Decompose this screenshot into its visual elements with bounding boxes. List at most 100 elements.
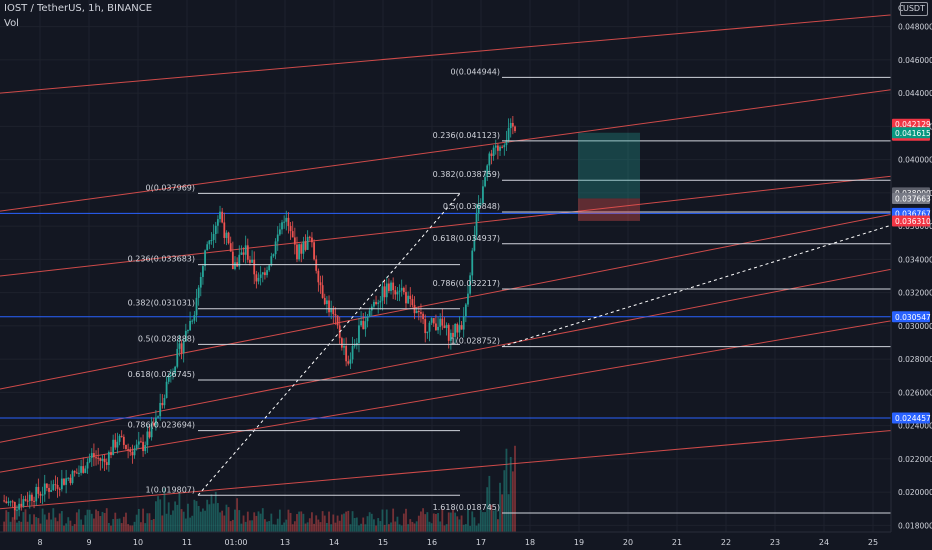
- candle-body: [336, 315, 339, 326]
- candle-body: [494, 145, 497, 148]
- volume-bar: [330, 524, 333, 532]
- volume-bar: [332, 514, 335, 532]
- candle-body: [296, 244, 298, 260]
- volume-bar: [191, 515, 194, 532]
- candle-body: [477, 204, 480, 214]
- volume-bar: [150, 519, 153, 532]
- volume-bar: [490, 504, 493, 532]
- time-tick-label: 18: [525, 538, 535, 547]
- candle-body: [255, 274, 258, 282]
- volume-bar: [65, 523, 68, 532]
- price-tick-label: 0.034000: [898, 255, 932, 264]
- candle-body: [58, 488, 61, 490]
- candle-body: [458, 325, 461, 333]
- candle-body: [251, 259, 253, 263]
- volume-bar: [172, 510, 174, 532]
- time-axis-panel: [0, 532, 932, 550]
- time-tick-label: 19: [574, 538, 584, 547]
- volume-bar: [475, 525, 478, 532]
- volume-bar: [402, 513, 405, 532]
- candle-body: [452, 332, 454, 337]
- candle-body: [319, 282, 322, 286]
- candle-body: [204, 250, 206, 267]
- time-tick-label: 11: [182, 538, 192, 547]
- candle-body: [56, 484, 59, 489]
- volume-bar: [193, 499, 196, 532]
- volume-bar: [415, 521, 418, 532]
- candle-body: [7, 501, 10, 503]
- volume-bar: [486, 487, 489, 532]
- candle-body: [334, 314, 337, 316]
- fib-level-label: 1(0.028752): [450, 337, 500, 346]
- candle-body: [86, 461, 89, 469]
- price-tag-label: 0.024457: [895, 414, 931, 423]
- candle-body: [103, 458, 106, 463]
- volume-bar: [131, 525, 134, 532]
- volume-bar: [409, 519, 412, 532]
- candle-body: [445, 324, 448, 328]
- volume-bar: [424, 514, 427, 532]
- candle-body: [244, 245, 247, 255]
- volume-bar: [276, 518, 279, 532]
- candle-body: [37, 486, 40, 494]
- candle-body: [293, 237, 296, 245]
- time-tick-label: 24: [819, 538, 829, 547]
- fib-level-label: 0(0.044944): [450, 67, 500, 76]
- volume-bar: [511, 471, 514, 532]
- candle-body: [426, 331, 429, 334]
- volume-bar: [300, 511, 303, 532]
- volume-bar: [178, 492, 181, 532]
- volume-bar: [82, 524, 85, 532]
- volume-bar: [24, 509, 27, 532]
- volume-bar: [84, 515, 87, 532]
- volume-bar: [88, 509, 91, 532]
- volume-bar: [246, 511, 249, 532]
- price-tag-box: [892, 118, 930, 130]
- currency-button[interactable]: USDT: [900, 2, 928, 16]
- candle-body: [308, 236, 311, 238]
- volume-bar: [26, 521, 29, 532]
- price-tag-box: [892, 311, 930, 323]
- volume-bar: [52, 508, 55, 532]
- candle-body: [283, 221, 286, 223]
- candle-body: [101, 458, 104, 461]
- volume-bar: [268, 521, 271, 532]
- candle-body: [41, 494, 44, 496]
- candle-body: [110, 452, 112, 456]
- volume-bar: [334, 522, 337, 532]
- volume-bar: [514, 445, 516, 532]
- candle-body: [180, 343, 183, 353]
- price-tag-box: [892, 192, 930, 204]
- volume-bar: [93, 518, 95, 532]
- volume-bar: [398, 524, 401, 532]
- candle-body: [114, 439, 117, 448]
- volume-bar: [437, 513, 439, 532]
- volume-bar: [285, 519, 288, 532]
- volume-bar: [114, 512, 117, 532]
- volume-bar: [462, 524, 465, 532]
- channel-trend-line: [0, 175, 892, 277]
- price-axis-panel: [891, 0, 932, 550]
- candle-body: [460, 325, 463, 330]
- time-tick-label: 10: [133, 538, 143, 547]
- candle-body: [268, 265, 271, 271]
- volume-bar: [146, 513, 149, 532]
- volume-bar: [420, 511, 422, 532]
- volume-bar: [157, 496, 159, 532]
- fib-level-label: 0.786(0.032217): [433, 279, 500, 288]
- candle-body: [131, 451, 134, 456]
- candle-body: [428, 322, 431, 332]
- candle-body: [467, 293, 469, 305]
- volume-bar: [9, 521, 12, 532]
- candle-body: [199, 277, 202, 288]
- volume-bar: [383, 524, 386, 532]
- price-tag-box: [892, 215, 930, 227]
- volume-label: Vol: [4, 18, 19, 29]
- candle-body: [298, 244, 301, 260]
- volume-bar: [69, 520, 72, 532]
- volume-bar: [439, 521, 442, 532]
- candle-body: [439, 318, 442, 327]
- volume-bar: [97, 511, 100, 532]
- candle-body: [208, 240, 211, 245]
